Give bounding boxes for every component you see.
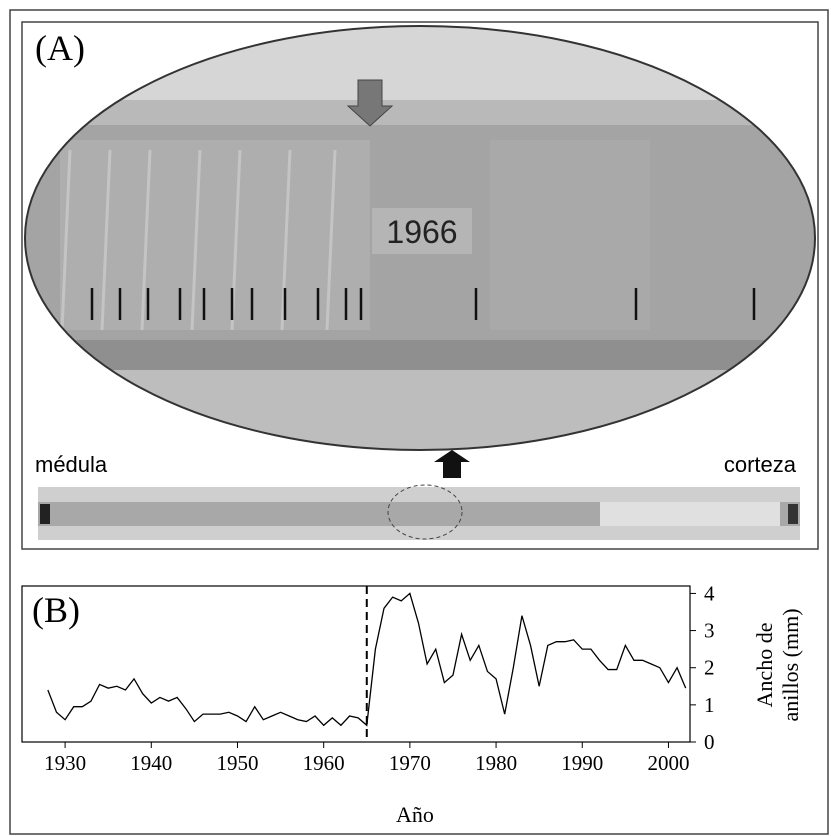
x-tick-label: 1980 bbox=[475, 751, 517, 775]
year-box bbox=[372, 208, 472, 254]
year-label: 1966 bbox=[386, 214, 457, 250]
x-tick-label: 1950 bbox=[216, 751, 258, 775]
plot-frame bbox=[21, 585, 691, 743]
x-tick-label: 1970 bbox=[389, 751, 431, 775]
y-tick-label: 4 bbox=[704, 581, 715, 605]
y-tick-label: 2 bbox=[704, 656, 715, 680]
panel-label: (A) bbox=[35, 28, 85, 68]
x-tick-label: 1960 bbox=[303, 751, 345, 775]
arrow-up bbox=[434, 450, 470, 478]
y-axis-title: Ancho de anillos (mm) bbox=[752, 608, 803, 721]
right-label: corteza bbox=[724, 452, 797, 477]
y-tick-label: 3 bbox=[704, 619, 715, 643]
x-tick-label: 1930 bbox=[44, 751, 86, 775]
ring-markers bbox=[90, 288, 756, 320]
y-axis-title-line: anillos (mm) bbox=[778, 608, 803, 721]
x-tick-label: 1990 bbox=[561, 751, 603, 775]
y-tick-label: 1 bbox=[704, 693, 715, 717]
x-axis-title: Año bbox=[396, 802, 434, 827]
data-line bbox=[47, 592, 687, 727]
panel-a-border bbox=[21, 21, 819, 550]
arrow-down bbox=[346, 79, 394, 127]
x-tick-label: 1940 bbox=[130, 751, 172, 775]
chart-label: (B) bbox=[32, 590, 80, 630]
core-strip bbox=[38, 484, 800, 540]
y-tick-label: 0 bbox=[704, 730, 715, 754]
photo-outline bbox=[24, 25, 816, 451]
outer-border bbox=[9, 9, 829, 835]
x-tick-label: 2000 bbox=[647, 751, 689, 775]
y-axis-title-line: Ancho de bbox=[752, 623, 777, 708]
left-label: médula bbox=[35, 452, 108, 477]
